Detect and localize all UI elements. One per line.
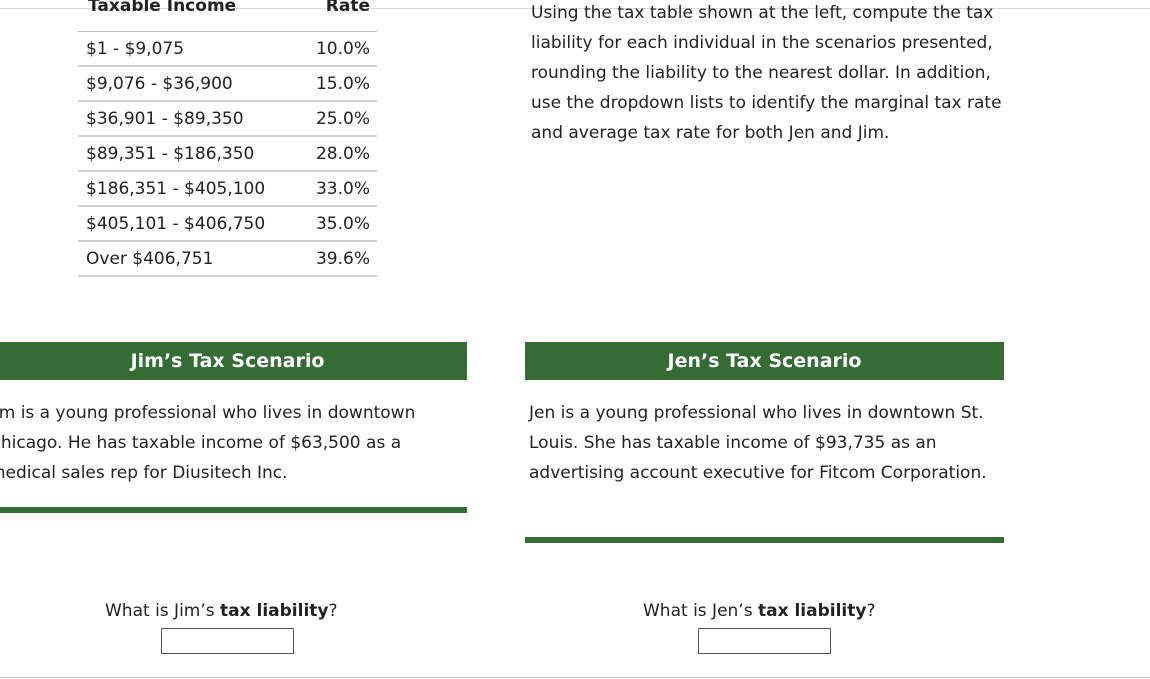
income-bracket: $1 - $9,075 — [86, 39, 185, 59]
table-row: $186,351 - $405,100 33.0% — [78, 172, 377, 207]
taxable-income-header: Taxable Income — [88, 0, 237, 16]
tax-rate: 10.0% — [315, 39, 370, 59]
jim-tax-liability-input[interactable] — [161, 628, 294, 654]
tax-rate: 33.0% — [315, 179, 370, 199]
table-row: $36,901 - $89,350 25.0% — [78, 102, 377, 137]
jen-tax-liability-input[interactable] — [698, 628, 831, 654]
table-row: Over $406,751 39.6% — [78, 242, 377, 277]
question-emphasis: tax liability — [757, 601, 867, 621]
jim-scenario-divider — [0, 507, 467, 513]
tax-rate: 28.0% — [315, 144, 370, 164]
table-row: $1 - $9,075 10.0% — [78, 32, 377, 67]
question-emphasis: tax liability — [220, 601, 329, 621]
income-bracket: $186,351 - $405,100 — [86, 179, 266, 199]
jen-scenario-header: Jen’s Tax Scenario — [525, 342, 1004, 380]
bottom-divider — [0, 677, 1150, 678]
income-bracket: Over $406,751 — [86, 249, 214, 269]
tax-rate: 25.0% — [315, 109, 370, 129]
tax-rate: 39.6% — [315, 249, 370, 269]
income-bracket: $36,901 - $89,350 — [86, 109, 244, 129]
income-bracket: $9,076 - $36,900 — [86, 74, 233, 94]
tax-rate: 15.0% — [315, 74, 370, 94]
table-row: $9,076 - $36,900 15.0% — [78, 67, 377, 102]
jen-scenario-description: Jen is a young professional who lives in… — [529, 403, 987, 483]
income-bracket: $405,101 - $406,750 — [86, 214, 266, 234]
table-row: $405,101 - $406,750 35.0% — [78, 207, 377, 242]
table-row: $89,351 - $186,350 28.0% — [78, 137, 377, 172]
tax-rate-table: Taxable Income Rate $1 - $9,075 10.0% $9… — [78, 0, 377, 277]
instructions-text: Using the tax table shown at the left, c… — [531, 3, 1002, 143]
question-suffix: ? — [866, 601, 876, 621]
jim-scenario-header: Jim’s Tax Scenario — [0, 342, 467, 380]
question-prefix: What is Jen’s — [643, 601, 758, 621]
jen-tax-liability-question: What is Jen’s tax liability? — [643, 601, 875, 621]
income-bracket: $89,351 - $186,350 — [86, 144, 255, 164]
rate-header: Rate — [325, 0, 370, 16]
question-suffix: ? — [328, 601, 338, 621]
question-prefix: What is Jim’s — [105, 601, 221, 621]
jim-tax-liability-question: What is Jim’s tax liability? — [105, 601, 338, 621]
jen-scenario-divider — [525, 537, 1004, 543]
tax-rate: 35.0% — [315, 214, 370, 234]
jim-scenario-description: Jim is a young professional who lives in… — [0, 403, 416, 483]
tax-table-header: Taxable Income Rate — [78, 0, 377, 32]
top-divider — [0, 8, 1150, 9]
